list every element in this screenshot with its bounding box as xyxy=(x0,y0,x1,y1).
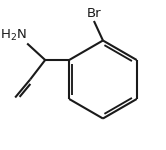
Text: H$_2$N: H$_2$N xyxy=(0,27,26,43)
Text: Br: Br xyxy=(87,7,101,20)
